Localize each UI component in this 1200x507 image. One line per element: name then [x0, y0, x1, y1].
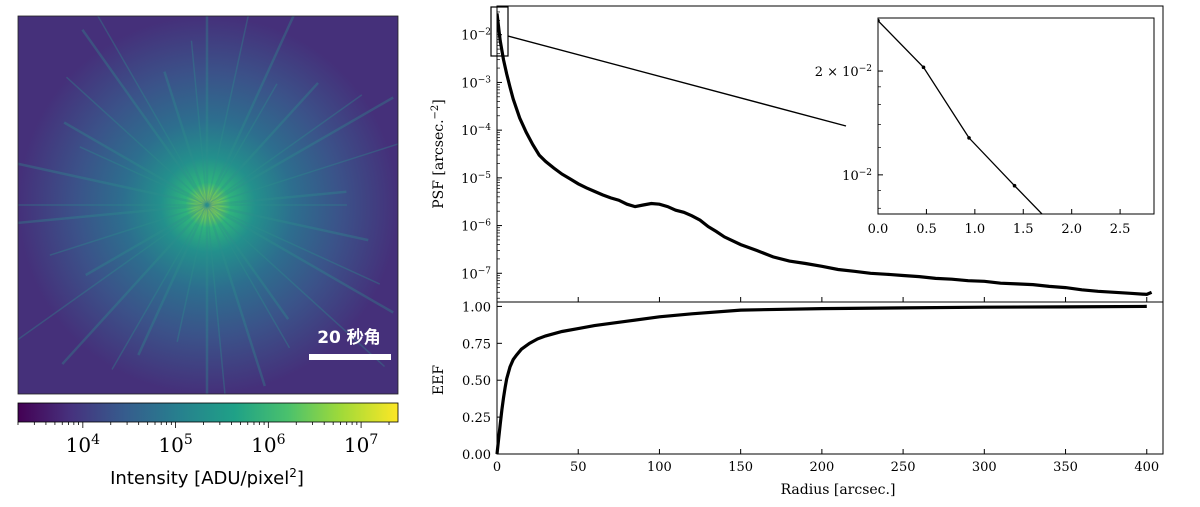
x-axis-label: Radius [arcsec.] — [781, 482, 896, 498]
inset-x-tick-label: 0.5 — [916, 222, 937, 237]
inset-point — [921, 65, 926, 70]
colorbar-tick-label: 104 — [66, 432, 100, 457]
eef-y-tick-label: 0.50 — [462, 374, 491, 389]
zoom-region-box — [490, 6, 509, 57]
inset-x-tick-label: 2.0 — [1061, 222, 1082, 237]
psf-x-ticks — [496, 297, 1148, 302]
x-tick-label: 200 — [809, 460, 834, 475]
zoom-connector-line — [507, 35, 847, 127]
inset-y-tick-label: 2 × 10−2 — [815, 64, 872, 80]
inset-x-tick-label: 1.0 — [964, 222, 985, 237]
image-frame — [17, 15, 399, 395]
psf-image-panel: 20 秒角 — [17, 15, 399, 395]
inset-x-tick-label: 1.5 — [1013, 222, 1034, 237]
eef-y-tick-label: 1.00 — [462, 300, 491, 315]
colorbar-gradient — [17, 402, 399, 423]
eef-y-ticks: 0.00 0.25 0.50 0.75 1.00 — [462, 300, 502, 463]
colorbar-tick-label: 106 — [251, 432, 285, 457]
x-tick-label: 50 — [570, 460, 587, 475]
psf-y-tick-label: 10−4 — [461, 123, 491, 139]
psf-y-tick-label: 10−6 — [461, 219, 491, 235]
scale-bar-label: 20 秒角 — [317, 327, 381, 348]
eef-series-line — [495, 304, 1147, 455]
eef-y-tick-label: 0.75 — [462, 337, 491, 352]
x-tick-label: 350 — [1053, 460, 1078, 475]
psf-y-tick-label: 10−2 — [461, 28, 491, 44]
x-tick-label: 250 — [891, 460, 916, 475]
inset-point — [878, 18, 880, 23]
psf-axes: 10−2 10−3 10−4 10−5 10−6 10−7 PSF [arcsec.−2] — [430, 5, 1164, 303]
psf-y-tick-label: 10−5 — [461, 171, 491, 187]
psf-inset-axes: 0.0 0.5 1.0 1.5 2.0 2.5 2 × 10−2 10−2 — [815, 17, 1155, 237]
eef-axes-frame — [496, 301, 1164, 455]
psf-y-tick-label: 10−3 — [461, 75, 491, 91]
inset-x-tick-label: 0.0 — [868, 222, 889, 237]
psf-y-label: PSF [arcsec.−2] — [430, 99, 448, 209]
x-tick-label: 100 — [647, 460, 672, 475]
eef-y-label: EEF — [431, 365, 447, 395]
eef-axes: 0.00 0.25 0.50 0.75 1.00 0 50 100 150 200 250 300 3… — [431, 300, 1164, 498]
x-tick-label: 400 — [1134, 460, 1159, 475]
diffraction-spikes — [18, 16, 398, 394]
eef-y-tick-label: 0.00 — [462, 448, 491, 463]
colorbar: 104 105 106 107 Intensity [ADU/pixel2] — [17, 402, 399, 489]
inset-points — [878, 18, 1017, 188]
inset-ticks: 0.0 0.5 1.0 1.5 2.0 2.5 2 × 10−2 10−2 — [815, 64, 1131, 237]
eef-x-ticks: 0 50 100 150 200 250 300 350 400 — [493, 449, 1159, 475]
eef-y-tick-label: 0.25 — [462, 411, 491, 426]
inset-point — [967, 136, 971, 140]
colorbar-tick-label: 107 — [344, 432, 378, 457]
inset-x-tick-label: 2.5 — [1110, 222, 1131, 237]
x-tick-label: 0 — [493, 460, 501, 475]
x-tick-label: 150 — [728, 460, 753, 475]
colorbar-tick-label: 105 — [158, 432, 192, 457]
scale-bar — [309, 354, 391, 360]
inset-frame — [877, 17, 1155, 215]
colorbar-label: Intensity [ADU/pixel2] — [110, 466, 304, 489]
inset-y-tick-label: 10−2 — [842, 168, 872, 184]
colorbar-ticks: 104 105 106 107 — [17, 422, 390, 457]
psf-image — [18, 16, 398, 394]
psf-y-tick-label: 10−7 — [461, 266, 491, 282]
psf-series-line — [497, 13, 1153, 297]
x-tick-label: 300 — [972, 460, 997, 475]
psf-y-ticks: 10−2 10−3 10−4 10−5 10−6 10−7 — [461, 5, 502, 299]
inset-point — [1012, 183, 1017, 188]
